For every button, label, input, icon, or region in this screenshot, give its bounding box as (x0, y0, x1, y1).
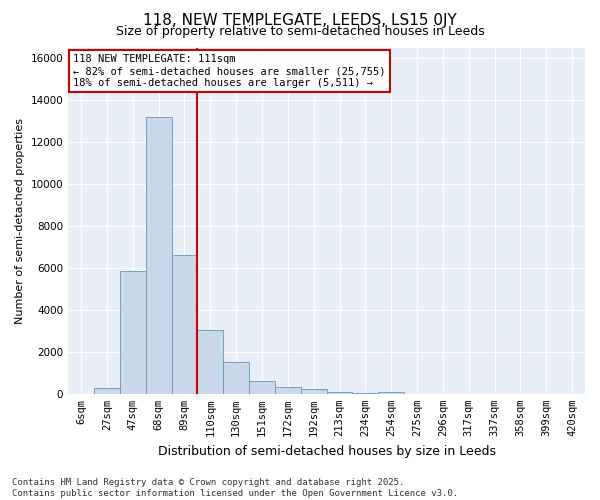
Bar (352, 393, 378, 394)
Bar (275, 387, 301, 394)
Bar (120, 271, 146, 394)
Text: 118 NEW TEMPLEGATE: 111sqm
← 82% of semi-detached houses are smaller (25,755)
18: 118 NEW TEMPLEGATE: 111sqm ← 82% of semi… (73, 54, 386, 88)
Text: 118, NEW TEMPLEGATE, LEEDS, LS15 0JY: 118, NEW TEMPLEGATE, LEEDS, LS15 0JY (143, 12, 457, 28)
Bar (326, 392, 352, 394)
Bar (172, 256, 197, 394)
Bar (249, 381, 275, 394)
Text: Contains HM Land Registry data © Crown copyright and database right 2025.
Contai: Contains HM Land Registry data © Crown c… (12, 478, 458, 498)
Bar (146, 117, 172, 394)
Text: Size of property relative to semi-detached houses in Leeds: Size of property relative to semi-detach… (116, 25, 484, 38)
Bar (378, 392, 404, 394)
X-axis label: Distribution of semi-detached houses by size in Leeds: Distribution of semi-detached houses by … (158, 444, 496, 458)
Bar (301, 389, 326, 394)
Bar (197, 330, 223, 394)
Bar (94, 388, 120, 394)
Y-axis label: Number of semi-detached properties: Number of semi-detached properties (15, 118, 25, 324)
Bar (223, 362, 249, 394)
